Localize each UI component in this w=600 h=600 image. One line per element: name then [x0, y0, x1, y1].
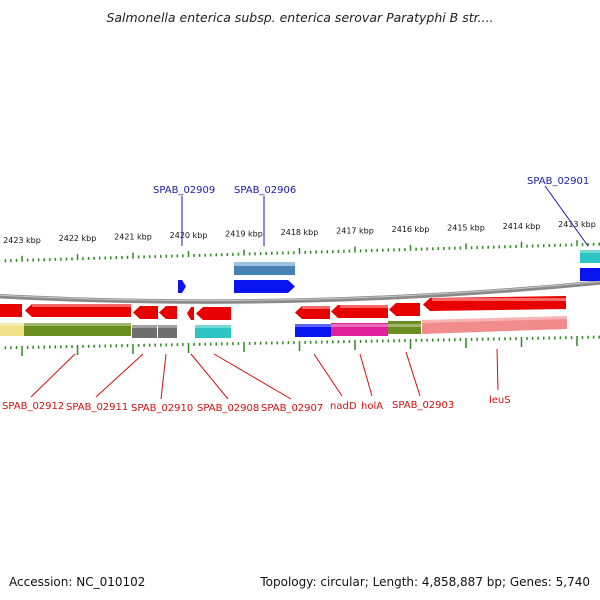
upper-scale-ticks — [4, 240, 600, 263]
gene-spab-02908[interactable] — [187, 307, 194, 320]
scale-label: 2422 kbp — [59, 234, 97, 243]
label-spab-02912[interactable]: SPAB_02912 — [2, 401, 64, 412]
gene-hola[interactable] — [331, 305, 388, 318]
map-title: Salmonella enterica subsp. enterica sero… — [106, 10, 494, 25]
cog-shine — [0, 250, 600, 328]
cog-hola[interactable] — [331, 323, 388, 336]
cog-spab-02912[interactable] — [0, 323, 24, 336]
scale-label: 2417 kbp — [336, 227, 374, 236]
scale-label: 2413 kbp — [558, 220, 596, 229]
scale-label: 2416 kbp — [392, 225, 430, 234]
accession: Accession: NC_010102 — [9, 575, 146, 589]
gene-spab-02912[interactable] — [0, 304, 22, 317]
scale-label: 2419 kbp — [225, 230, 263, 239]
gene-nadd[interactable] — [295, 306, 330, 319]
scale-label: 2423 kbp — [3, 236, 41, 245]
lower-scale-ticks — [4, 335, 600, 356]
label-hola[interactable]: holA — [361, 401, 383, 412]
cog-spab-02910b[interactable] — [158, 325, 177, 338]
label-leus[interactable]: leuS — [489, 395, 511, 406]
gene-spab-02901[interactable] — [580, 268, 600, 281]
scale-label: 2421 kbp — [114, 233, 152, 242]
forward-callouts — [181, 185, 589, 247]
cog-spab-02907[interactable] — [195, 325, 231, 338]
label-spab-02907[interactable]: SPAB_02907 — [261, 403, 323, 414]
cog-spab-02903[interactable] — [388, 321, 421, 334]
reverse-callouts — [30, 348, 499, 400]
scale-label: 2418 kbp — [281, 228, 319, 237]
label-spab-02911[interactable]: SPAB_02911 — [66, 402, 128, 413]
scale-label: 2420 kbp — [170, 231, 208, 240]
cog-nadd[interactable] — [295, 324, 331, 337]
cog-spab-02910[interactable] — [132, 325, 157, 338]
gene-spab-02907[interactable] — [196, 307, 231, 320]
gene-shine — [32, 298, 566, 309]
label-spab-02901[interactable]: SPAB_02901 — [527, 176, 589, 187]
gene-spab-02911[interactable] — [25, 304, 131, 317]
label-spab-02908[interactable]: SPAB_02908 — [197, 403, 259, 414]
cog-leus[interactable] — [422, 316, 567, 334]
label-spab-02906[interactable]: SPAB_02906 — [234, 185, 296, 196]
label-spab-02909[interactable]: SPAB_02909 — [153, 185, 215, 196]
cog-spab-02911[interactable] — [24, 323, 131, 336]
label-nadd[interactable]: nadD — [330, 401, 357, 412]
gene-spab-02903[interactable] — [389, 303, 420, 316]
genome-backbone-highlight — [0, 280, 600, 302]
gene-spab-02906-cog-shine — [234, 262, 295, 266]
scale-labels: 2423 kbp 2422 kbp 2421 kbp 2420 kbp 2419 kbp… — [3, 220, 596, 245]
label-spab-02903[interactable]: SPAB_02903 — [392, 400, 454, 411]
gene-spab-02910[interactable] — [133, 306, 158, 319]
genome-summary: Topology: circular; Length: 4,858,887 bp… — [260, 575, 590, 589]
scale-label: 2414 kbp — [503, 222, 541, 231]
label-spab-02910[interactable]: SPAB_02910 — [131, 403, 193, 414]
gene-spab-02909[interactable] — [178, 280, 186, 293]
scale-label: 2415 kbp — [447, 223, 485, 232]
genome-backbone — [0, 280, 600, 304]
gene-spab-02906[interactable] — [234, 280, 295, 293]
gene-spab-02910b[interactable] — [159, 306, 177, 319]
gene-spab-02901-cog[interactable] — [580, 250, 600, 263]
